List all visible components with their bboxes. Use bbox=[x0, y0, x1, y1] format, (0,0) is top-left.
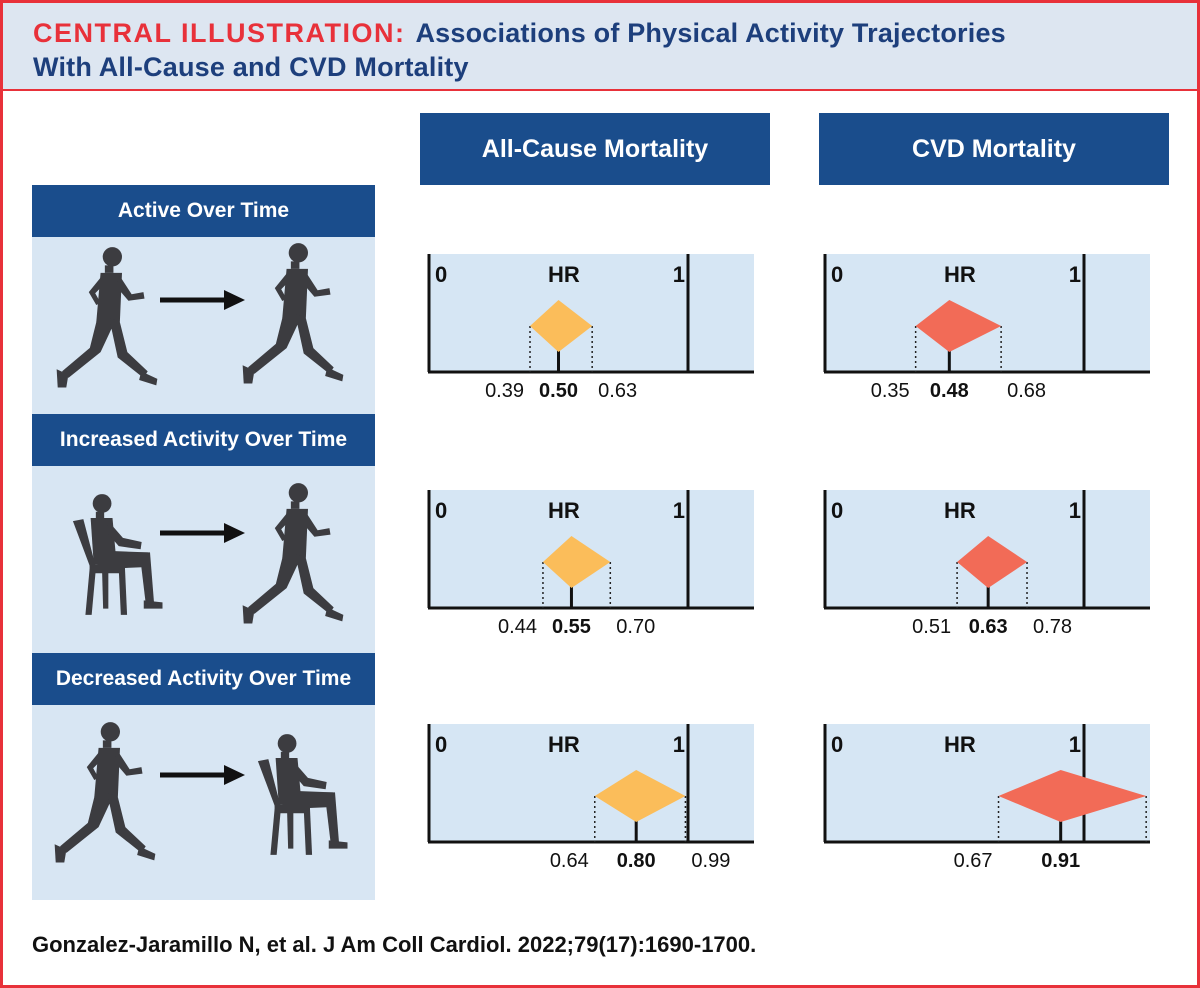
axis-center-label: HR bbox=[548, 262, 580, 287]
reference-label: 1 bbox=[1069, 262, 1081, 287]
hr-diamond bbox=[530, 300, 593, 352]
ci-lower-label: 0.35 bbox=[871, 380, 910, 402]
row-label-increased: Increased Activity Over Time bbox=[32, 414, 375, 466]
ci-lower-label: 0.64 bbox=[550, 850, 589, 872]
ci-upper-label: 0.68 bbox=[1007, 380, 1046, 402]
ci-upper-label: 0.99 bbox=[691, 850, 730, 872]
arrow-right-icon bbox=[160, 523, 245, 543]
reference-label: 1 bbox=[1069, 498, 1081, 523]
hr-value-label: 0.80 bbox=[617, 850, 656, 872]
runner-silhouette-icon bbox=[242, 243, 344, 384]
forest-plot-active-all-cause: 0 HR 1 0.39 0.50 0.63 bbox=[427, 254, 754, 402]
axis-center-label: HR bbox=[944, 498, 976, 523]
row-label-decreased: Decreased Activity Over Time bbox=[32, 653, 375, 705]
reference-label: 1 bbox=[1069, 732, 1081, 757]
seated-person-silhouette-icon bbox=[257, 734, 348, 855]
plot-background bbox=[429, 724, 754, 842]
hr-diamond bbox=[915, 300, 1002, 352]
axis-start-label: 0 bbox=[435, 732, 447, 757]
forest-plot-increased-cvd: 0 HR 1 0.51 0.63 0.78 bbox=[823, 490, 1150, 638]
axis-start-label: 0 bbox=[831, 262, 843, 287]
axis-center-label: HR bbox=[548, 732, 580, 757]
forest-plot-active-cvd: 0 HR 1 0.35 0.48 0.68 bbox=[823, 254, 1150, 402]
axis-start-label: 0 bbox=[435, 498, 447, 523]
citation: Gonzalez-Jaramillo N, et al. J Am Coll C… bbox=[32, 932, 757, 957]
seated-person-silhouette-icon bbox=[72, 494, 163, 615]
axis-center-label: HR bbox=[944, 262, 976, 287]
runner-silhouette-icon bbox=[56, 247, 158, 388]
hr-value-label: 0.50 bbox=[539, 380, 578, 402]
hr-diamond bbox=[594, 770, 686, 822]
row-label-active: Active Over Time bbox=[32, 185, 375, 237]
plot-background bbox=[429, 490, 754, 608]
ci-lower-label: 0.44 bbox=[498, 616, 537, 638]
hr-value-label: 0.55 bbox=[552, 616, 591, 638]
hr-diamond bbox=[998, 770, 1147, 822]
column-header-cvd: CVD Mortality bbox=[819, 113, 1169, 185]
ci-upper-label: 0.78 bbox=[1033, 616, 1072, 638]
axis-center-label: HR bbox=[944, 732, 976, 757]
ci-lower-label: 0.51 bbox=[912, 616, 951, 638]
hr-value-label: 0.48 bbox=[930, 380, 969, 402]
runner-silhouette-icon bbox=[54, 722, 156, 863]
hr-diamond bbox=[542, 536, 611, 588]
header-tag: CENTRAL ILLUSTRATION: bbox=[33, 18, 406, 48]
runner-silhouette-icon bbox=[242, 483, 344, 624]
header-title-line1: CENTRAL ILLUSTRATION: Associations of Phy… bbox=[33, 18, 1006, 49]
ci-lower-label: 0.39 bbox=[485, 380, 524, 402]
forest-plot-increased-all-cause: 0 HR 1 0.44 0.55 0.70 bbox=[427, 490, 754, 638]
axis-center-label: HR bbox=[548, 498, 580, 523]
hr-diamond bbox=[957, 536, 1028, 588]
column-header-all-cause: All-Cause Mortality bbox=[420, 113, 770, 185]
ci-upper-label: 0.70 bbox=[616, 616, 655, 638]
reference-label: 1 bbox=[673, 262, 685, 287]
forest-plot-decreased-all-cause: 0 HR 1 0.64 0.80 0.99 bbox=[427, 724, 754, 872]
reference-label: 1 bbox=[673, 732, 685, 757]
hr-value-label: 0.91 bbox=[1041, 850, 1080, 872]
axis-start-label: 0 bbox=[831, 498, 843, 523]
arrow-right-icon bbox=[160, 765, 245, 785]
ci-lower-label: 0.67 bbox=[954, 850, 993, 872]
header-bar: CENTRAL ILLUSTRATION: Associations of Phy… bbox=[3, 3, 1197, 91]
reference-label: 1 bbox=[673, 498, 685, 523]
header-title-part1: Associations of Physical Activity Trajec… bbox=[415, 18, 1006, 48]
header-title-line2: With All-Cause and CVD Mortality bbox=[33, 52, 469, 82]
arrow-right-icon bbox=[160, 290, 245, 310]
axis-start-label: 0 bbox=[435, 262, 447, 287]
hr-value-label: 0.63 bbox=[969, 616, 1008, 638]
plot-background bbox=[825, 254, 1150, 372]
plot-background bbox=[429, 254, 754, 372]
axis-start-label: 0 bbox=[831, 732, 843, 757]
ci-upper-label: 0.63 bbox=[598, 380, 637, 402]
